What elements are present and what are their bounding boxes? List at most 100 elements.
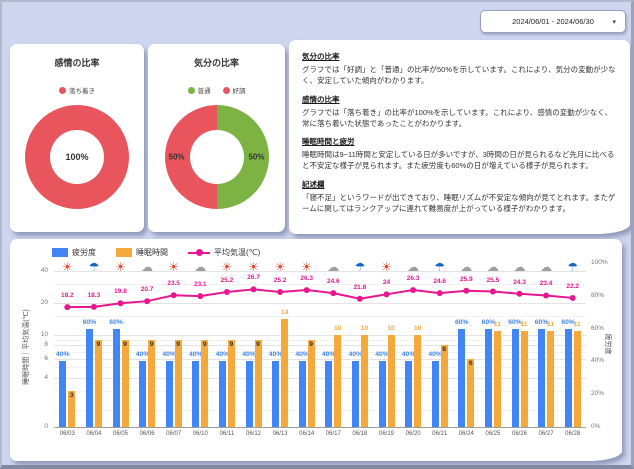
temp-value-label: 23.4 [539, 280, 553, 288]
weather-sun-icon: ☀ [115, 260, 126, 274]
bar-sleep-value: 8 [442, 346, 447, 354]
emotion-chart-legend: 落ち着き [10, 85, 144, 95]
bar-sleep [334, 335, 342, 427]
x-tick-label: 06/14 [299, 431, 315, 437]
temp-point [64, 304, 71, 311]
bar-fatigue [165, 361, 173, 427]
emotion-donut-value: 100% [65, 152, 89, 162]
bar-sleep [520, 330, 528, 427]
bar-fatigue [272, 361, 280, 427]
temp-point [170, 292, 177, 299]
x-tick-label: 06/04 [86, 431, 102, 437]
right-axis-tick-label: 0% [591, 423, 601, 430]
x-tick-label: 06/17 [325, 431, 341, 437]
bar-sleep-value: 9 [176, 340, 181, 348]
minor-gridline [54, 283, 586, 285]
x-tick-label: 06/19 [378, 431, 394, 437]
emotion-chart-title: 感情の比率 [54, 58, 100, 68]
temp-point [197, 293, 204, 300]
weather-sun-icon: ☀ [221, 260, 233, 274]
date-range-picker[interactable]: 2024/06/01 - 2024/06/30 ▾ [480, 10, 626, 33]
temp-value-label: 20.7 [140, 286, 154, 294]
right-axis-title: 疲労度 [604, 333, 611, 355]
bar-fatigue-value: 40% [215, 351, 230, 359]
bar-sleep [174, 339, 182, 427]
bar-sleep-value: 9 [202, 340, 207, 348]
x-tick-label: 06/25 [485, 431, 501, 437]
combo-chart-legend: 疲労度 睡眠時間 平均気温(℃) [52, 247, 260, 258]
bar-sleep [148, 339, 156, 427]
bar-sleep-value: 6 [468, 359, 473, 367]
report-body: 「寝不足」というワードが出てきており、睡眠リズムが不安定な傾向が見てとれます。ま… [302, 192, 616, 213]
bar-fatigue-value: 60% [508, 318, 522, 326]
bar-fatigue [59, 361, 67, 427]
temp-value-label: 24.6 [326, 278, 340, 286]
right-axis-tick-label: 60% [591, 324, 605, 332]
report-heading: 睡眠時間と疲労 [302, 137, 355, 146]
bar-sleep-value: 14 [280, 309, 289, 317]
bar-sleep [360, 335, 368, 427]
bar-fatigue-value: 40% [348, 351, 363, 359]
bar-fatigue-value: 40% [135, 351, 150, 359]
bar-sleep [254, 339, 262, 427]
weather-sun-icon: ☀ [381, 260, 392, 274]
legend-item-sleep: 睡眠時間 [116, 247, 168, 258]
legend-item-good: 好調 [222, 85, 246, 95]
weather-cloud-icon: ☁ [460, 260, 473, 274]
weather-rain-icon: ☂ [567, 260, 579, 274]
bar-fatigue [511, 328, 519, 427]
legend-item-normal: 普通 [187, 85, 211, 95]
bar-fatigue-value: 60% [534, 318, 549, 326]
temp-point [569, 294, 576, 301]
legend-item-fatigue: 疲労度 [52, 247, 96, 258]
weather-sun-icon: ☀ [274, 260, 286, 274]
x-tick-label: 06/11 [219, 431, 235, 437]
chart-card: 疲労度 睡眠時間 平均気温(℃) 40 20 10 8 6 4 0 100% 80% 60% 40%… [10, 239, 622, 461]
temp-value-label: 26.3 [406, 275, 420, 283]
x-tick-label: 06/28 [565, 431, 581, 437]
mood-ratio-card: 気分の比率 普通 好調 50% 50% [148, 44, 285, 232]
bar-fatigue-value: 40% [401, 351, 416, 359]
legend-label: 普通 [197, 88, 211, 95]
bar-fatigue-value: 40% [375, 351, 389, 359]
temp-point [250, 286, 257, 293]
bar-fatigue-value: 60% [561, 318, 575, 326]
temp-point [410, 287, 417, 294]
weather-cloud-icon: ☁ [327, 260, 340, 274]
left-axis-title: 睡眠時間｜平均気温(℃) [23, 309, 30, 385]
major-gridline [54, 377, 586, 379]
legend-swatch-icon [52, 248, 68, 257]
report-section-mood: 気分の比率 グラフでは「好調」と「普通」の比率が50%を示しています。これにより… [302, 51, 617, 87]
bar-sleep [121, 339, 129, 427]
minor-gridline [54, 339, 586, 341]
weather-sun-icon: ☀ [61, 260, 73, 274]
bar-sleep [573, 330, 581, 427]
temp-point [277, 289, 284, 296]
bar-fatigue-value: 40% [188, 351, 203, 359]
left-axis-tick-label: 8 [44, 341, 48, 349]
analysis-report-card: 気分の比率 グラフでは「好調」と「普通」の比率が50%を示しています。これにより… [289, 40, 630, 234]
bar-fatigue [298, 361, 306, 427]
legend-line-marker-icon [188, 248, 210, 257]
legend-item-temperature: 平均気温(℃) [188, 247, 260, 258]
bar-fatigue [564, 328, 572, 427]
bar-fatigue-value: 40% [242, 351, 256, 359]
x-tick-label: 06/12 [245, 431, 261, 437]
legend-dot-icon [59, 86, 66, 94]
mood-chart-legend: 普通 好調 [148, 85, 285, 95]
weather-rain-icon: ☂ [434, 260, 446, 274]
minor-gridline [54, 367, 586, 369]
x-tick-label: 06/18 [352, 431, 368, 437]
mood-donut-hole [189, 130, 244, 184]
bar-sleep-value: 11 [520, 320, 528, 328]
weather-cloud-icon: ☁ [194, 260, 207, 274]
left-axis-tick-label: 0 [44, 423, 48, 430]
mood-chart-title: 気分の比率 [193, 58, 239, 68]
bar-fatigue-value: 60% [454, 318, 469, 326]
bar-fatigue-value: 60% [82, 318, 97, 326]
minor-gridline [54, 390, 586, 392]
major-gridline [54, 302, 586, 304]
bar-fatigue-value: 60% [109, 318, 123, 326]
bar-fatigue [378, 361, 386, 427]
temp-value-label: 24.6 [433, 278, 447, 286]
